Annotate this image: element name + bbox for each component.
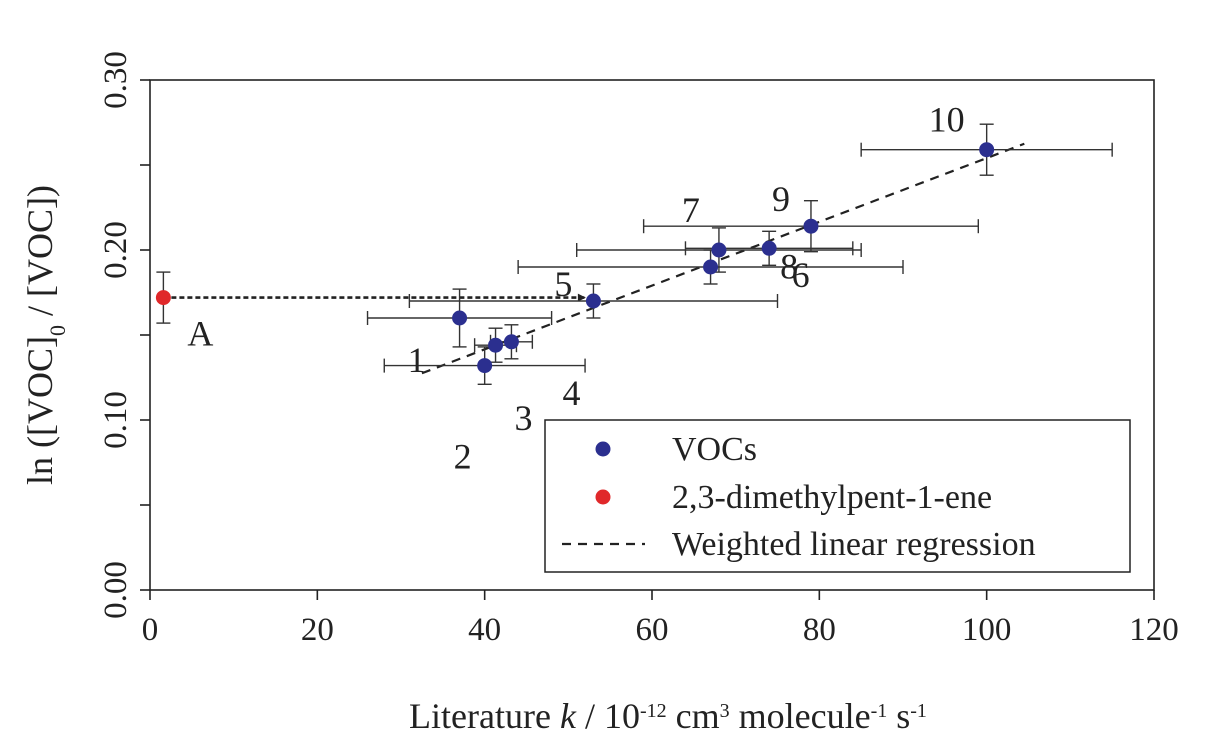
x-axis-title: Literature k / 10-12 cm3 molecule-1 s-1 [409, 696, 927, 736]
voc-point [585, 293, 601, 309]
y-axis: 0.00 0.10 0.20 0.30 [98, 51, 150, 619]
regression-layer [421, 142, 1025, 375]
x-tick-label: 60 [636, 612, 669, 648]
voc-point [803, 218, 819, 234]
voc-point [477, 358, 493, 374]
point-label: 6 [792, 255, 810, 295]
x-tick-label: 120 [1129, 612, 1179, 648]
x-tick-label: 20 [301, 612, 334, 648]
legend: VOCs 2,3-dimethylpent-1-ene Weighted lin… [544, 419, 1131, 573]
point-label: 3 [515, 398, 533, 438]
point-label: 2 [454, 437, 472, 477]
point-label: 5 [554, 264, 572, 304]
point-label: 1 [408, 340, 426, 380]
point-label: 9 [772, 179, 790, 219]
y-axis-title: ln ([VOC]0 / [VOC]) [20, 185, 70, 485]
target-point [155, 290, 171, 306]
y-tick-label: 0.10 [98, 391, 134, 449]
x-tick-label: 0 [142, 612, 159, 648]
legend-label-vocs: VOCs [672, 431, 757, 468]
voc-point [761, 240, 777, 256]
voc-point [503, 334, 519, 350]
legend-marker-vocs [595, 441, 611, 457]
x-axis: 0 20 40 60 80 100 120 [142, 590, 1179, 648]
x-tick-label: 40 [468, 612, 501, 648]
y-tick-label: 0.00 [98, 561, 134, 619]
point-label: 10 [929, 100, 965, 140]
error-bars [156, 123, 1113, 385]
x-tick-label: 80 [803, 612, 836, 648]
point-labels: 1 2 34 5 6 7 8 9 10 A [187, 100, 964, 477]
point-label: A [187, 314, 213, 354]
y-tick-label: 0.20 [98, 221, 134, 279]
legend-label-target: 2,3-dimethylpent-1-ene [672, 479, 992, 516]
regression-line [421, 142, 1025, 375]
y-tick-label: 0.30 [98, 51, 134, 109]
legend-box [544, 419, 1131, 573]
voc-point [452, 310, 468, 326]
legend-marker-target [595, 489, 611, 505]
voc-point [703, 259, 719, 275]
point-label: 4 [562, 373, 580, 413]
voc-point [711, 242, 727, 258]
x-tick-label: 100 [962, 612, 1012, 648]
voc-point [979, 142, 995, 158]
data-points [155, 142, 995, 374]
point-label: 8 [780, 246, 798, 286]
legend-label-regression: Weighted linear regression [672, 526, 1036, 563]
voc-point [488, 337, 504, 353]
point-label: 7 [682, 190, 700, 230]
